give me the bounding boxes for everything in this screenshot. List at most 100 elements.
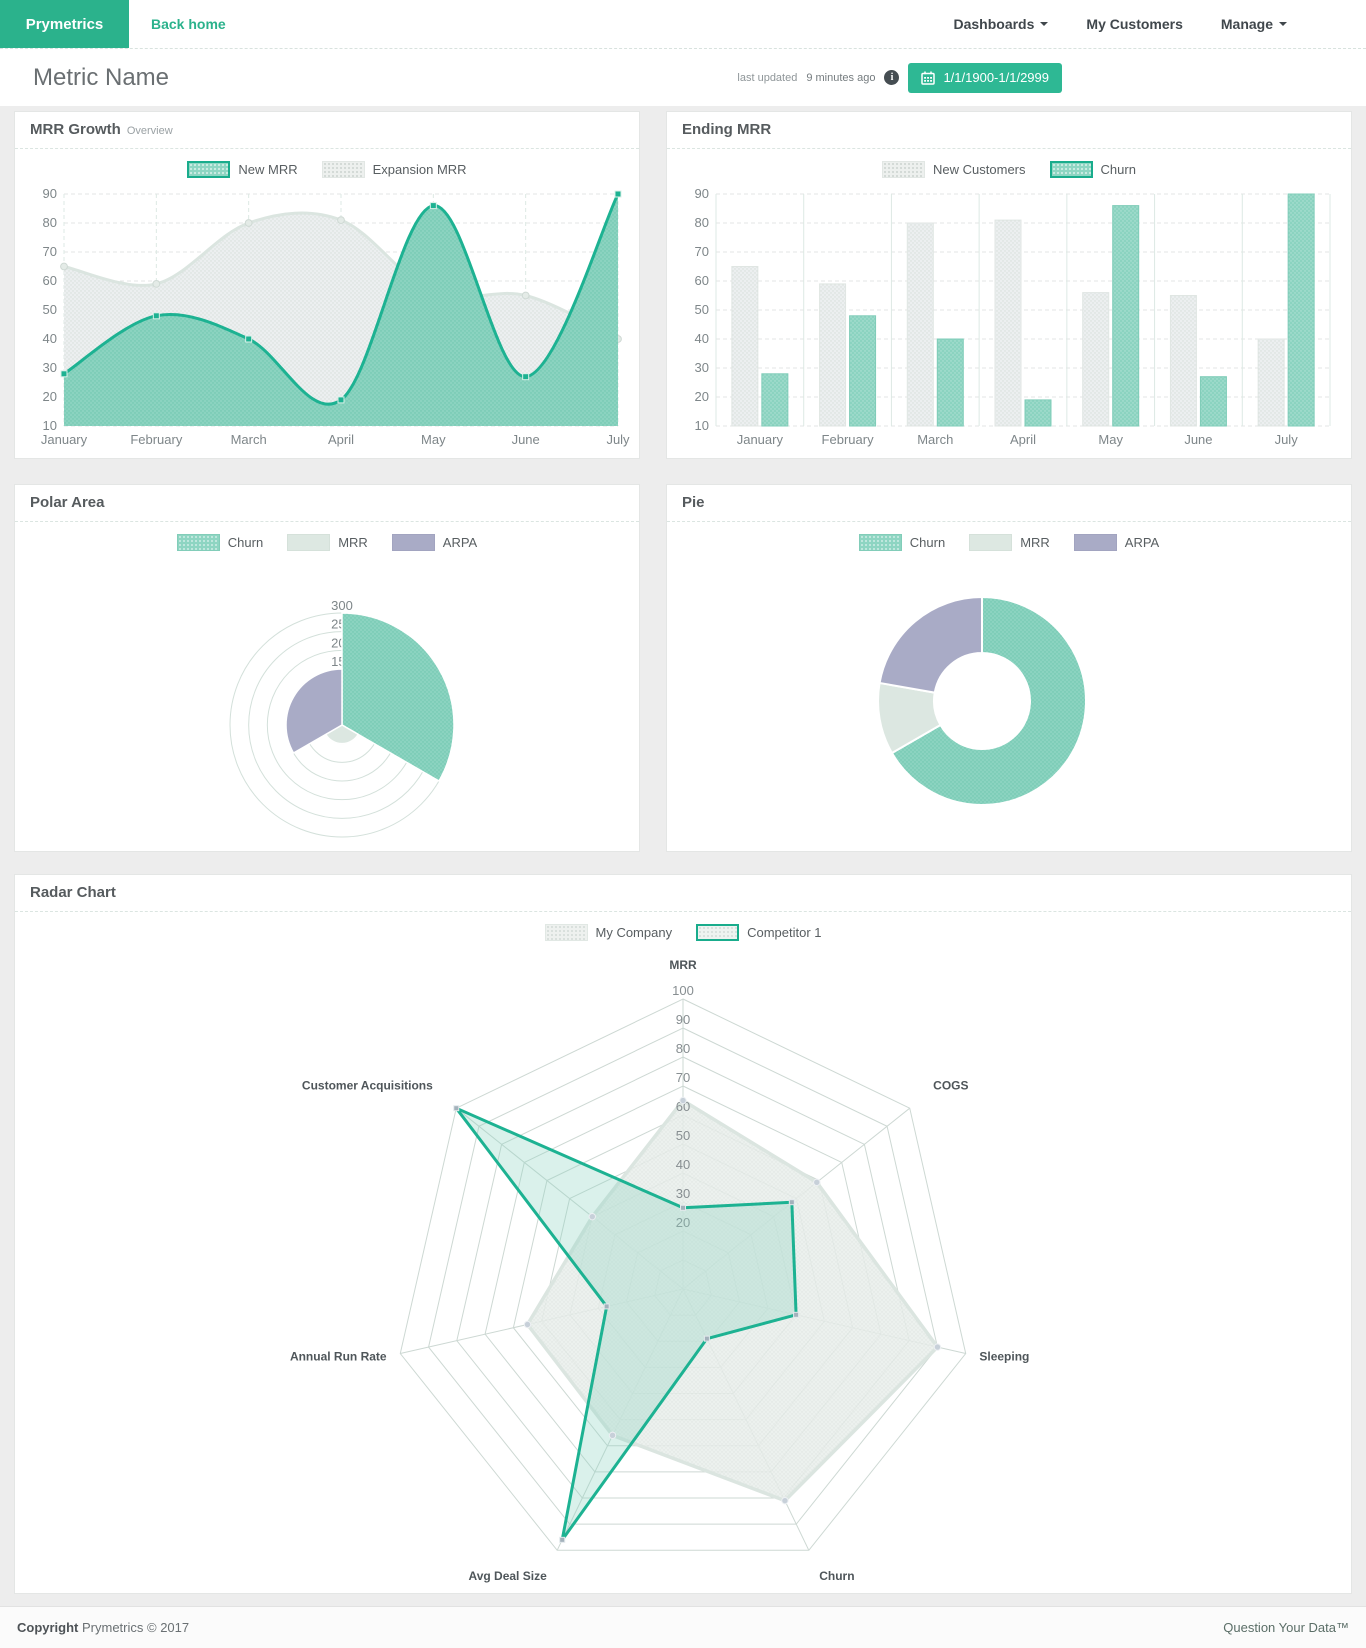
mrr-growth-chart: 10 20 30 40 50 60 70 80 90 January February March Ap…	[41, 186, 630, 447]
svg-text:Avg Deal Size: Avg Deal Size	[468, 1569, 547, 1583]
panel-header: MRR Growth Overview	[15, 112, 639, 149]
legend-item-new-customers: New Customers	[882, 161, 1026, 178]
back-home-link[interactable]: Back home	[151, 16, 226, 32]
nav-manage[interactable]: Manage	[1202, 0, 1306, 48]
legend-item-expansion-mrr: Expansion MRR	[321, 161, 467, 178]
svg-text:20: 20	[676, 1215, 690, 1230]
svg-text:80: 80	[695, 215, 709, 230]
panel-header: Ending MRR	[667, 112, 1351, 149]
panel-radar: Radar Chart My Company Competitor 1 20 30 4…	[14, 874, 1352, 1594]
svg-text:30: 30	[676, 1186, 690, 1201]
svg-text:80: 80	[43, 215, 57, 230]
legend-swatch	[187, 161, 231, 178]
legend-swatch	[969, 534, 1013, 551]
panel-ending-mrr: Ending MRR New Customers Churn 10 20 30 40 50…	[666, 111, 1352, 459]
svg-text:MRR: MRR	[669, 958, 697, 972]
polar-area-legend: Churn MRR ARPA	[23, 534, 631, 551]
panel-header: Radar Chart	[15, 875, 1351, 912]
svg-text:March: March	[917, 432, 953, 447]
legend-swatch	[544, 924, 588, 941]
svg-text:May: May	[421, 432, 446, 447]
legend-label: New Customers	[933, 162, 1026, 177]
svg-text:Sleeping: Sleeping	[979, 1350, 1029, 1364]
copyright-text: Copyright Prymetrics © 2017	[17, 1620, 190, 1635]
legend-label: Churn	[909, 535, 946, 550]
svg-text:40: 40	[43, 331, 57, 346]
legend-swatch	[176, 534, 220, 551]
legend-item-churn: Churn	[858, 534, 946, 551]
svg-text:30: 30	[695, 360, 709, 375]
legend-item-my-company: My Company	[544, 924, 673, 941]
legend-item-new-mrr: New MRR	[187, 161, 298, 178]
panel-title: MRR Growth	[30, 121, 121, 138]
svg-text:100: 100	[672, 983, 694, 998]
footer-tagline: Question Your Data™	[1223, 1620, 1349, 1635]
date-range-button[interactable]: 1/1/1900-1/1/2999	[908, 62, 1062, 93]
pie-chart	[877, 595, 1087, 806]
svg-text:80: 80	[676, 1041, 690, 1056]
svg-text:20: 20	[43, 389, 57, 404]
svg-text:10: 10	[695, 418, 709, 433]
last-updated-value: 9 minutes ago	[806, 71, 876, 84]
legend-swatch	[287, 534, 331, 551]
panel-title: Pie	[682, 494, 705, 511]
svg-text:June: June	[512, 432, 540, 447]
svg-text:70: 70	[43, 244, 57, 259]
legend-swatch	[882, 161, 926, 178]
legend-swatch	[391, 534, 435, 551]
legend-item-arpa: ARPA	[1073, 534, 1159, 551]
svg-text:50: 50	[695, 302, 709, 317]
svg-text:February: February	[822, 432, 875, 447]
brand-logo[interactable]: Prymetrics	[0, 0, 129, 48]
nav-menu: Dashboards My Customers Manage	[934, 0, 1366, 48]
svg-text:January: January	[41, 432, 88, 447]
date-range-label: 1/1/1900-1/1/2999	[943, 70, 1049, 85]
mrr-growth-legend: New MRR Expansion MRR	[23, 161, 631, 178]
svg-text:90: 90	[676, 1012, 690, 1027]
navbar: Prymetrics Back home Dashboards My Custo…	[0, 0, 1366, 49]
panel-polar-area: Polar Area Churn MRR ARPA 5010015020025030…	[14, 484, 640, 852]
legend-item-churn: Churn	[1049, 161, 1136, 178]
last-updated-label: last updated	[737, 71, 798, 84]
legend-swatch	[1073, 534, 1117, 551]
panel-header: Pie	[667, 485, 1351, 522]
svg-text:January: January	[737, 432, 784, 447]
legend-label: Expansion MRR	[372, 162, 467, 177]
info-icon[interactable]: i	[884, 70, 900, 85]
ending-mrr-chart: 10 20 30 40 50 60 70 80 90 January February March Ap…	[695, 186, 1331, 447]
legend-label: New MRR	[238, 162, 298, 177]
page-header: Metric Name last updated 9 minutes ago i…	[0, 49, 1366, 106]
svg-text:July: July	[1275, 432, 1299, 447]
svg-text:10: 10	[43, 418, 57, 433]
svg-text:40: 40	[695, 331, 709, 346]
svg-text:50: 50	[676, 1128, 690, 1143]
footer: Copyright Prymetrics © 2017 Question You…	[0, 1606, 1366, 1648]
svg-text:70: 70	[676, 1070, 690, 1085]
nav-dashboards[interactable]: Dashboards	[934, 0, 1067, 48]
legend-label: ARPA	[442, 535, 478, 550]
nav-my-customers-label: My Customers	[1086, 16, 1183, 32]
nav-my-customers[interactable]: My Customers	[1067, 0, 1201, 48]
legend-swatch	[1049, 161, 1093, 178]
polar-area-chart: 50100150200250300	[229, 598, 455, 838]
pie-legend: Churn MRR ARPA	[675, 534, 1343, 551]
ending-mrr-legend: New Customers Churn	[675, 161, 1343, 178]
svg-text:60: 60	[676, 1099, 690, 1114]
panel-title: Radar Chart	[30, 884, 116, 901]
legend-item-mrr: MRR	[969, 534, 1050, 551]
header-meta: last updated 9 minutes ago i 1/1/1900-1/…	[737, 62, 1062, 93]
legend-item-competitor-1: Competitor 1	[696, 924, 822, 941]
legend-label: My Company	[595, 925, 673, 940]
legend-label: MRR	[338, 535, 368, 550]
panel-header: Polar Area	[15, 485, 639, 522]
legend-label: Churn	[1100, 162, 1136, 177]
svg-text:50: 50	[43, 302, 57, 317]
svg-text:Churn: Churn	[819, 1569, 854, 1583]
panel-title: Ending MRR	[682, 121, 772, 138]
legend-swatch	[321, 161, 365, 178]
caret-down-icon	[1040, 22, 1049, 26]
panel-title: Polar Area	[30, 494, 105, 511]
svg-text:February: February	[130, 432, 183, 447]
legend-item-churn: Churn	[176, 534, 263, 551]
legend-label: MRR	[1020, 535, 1050, 550]
